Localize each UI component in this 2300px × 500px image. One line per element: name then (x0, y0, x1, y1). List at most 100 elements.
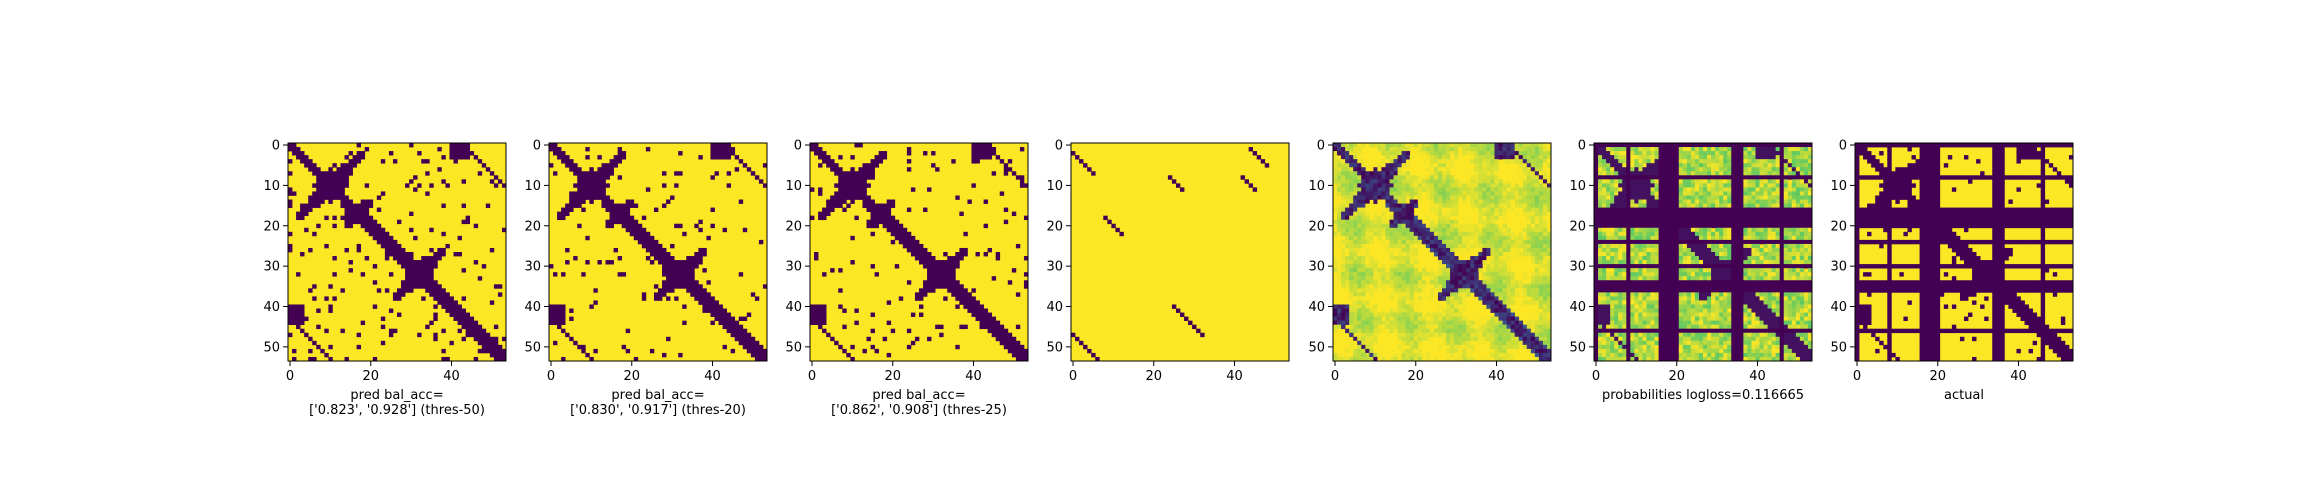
x-axis-label: pred bal_acc= ['0.830', '0.917'] (thres-2… (570, 388, 746, 418)
heatmap-cell (1751, 151, 1756, 156)
heatmap-cell (1731, 195, 1736, 200)
heatmap-cell (1498, 292, 1503, 297)
heatmap-cell (1694, 143, 1700, 148)
heatmap-cell (441, 348, 446, 354)
heatmap-cell (1530, 191, 1536, 196)
heatmap-cell (1494, 175, 1499, 180)
heatmap-cell (465, 155, 471, 160)
heatmap-cell (316, 167, 321, 172)
heatmap-cell (1474, 288, 1479, 293)
heatmap-cell (561, 308, 566, 313)
heatmap-cell (1377, 175, 1382, 180)
heatmap-cell (1670, 159, 1676, 164)
heatmap-cell (312, 195, 317, 200)
heatmap-cell (1486, 276, 1491, 281)
heatmap-cell (1381, 276, 1386, 281)
heatmap-cell (1425, 280, 1431, 285)
heatmap-cell (1502, 256, 1507, 261)
heatmap-cell (1466, 268, 1471, 273)
heatmap-cell (1735, 175, 1740, 180)
heatmap-cell (1413, 348, 1419, 354)
heatmap-cell (850, 191, 855, 196)
heatmap-cell (1433, 316, 1439, 321)
heatmap-cell (1486, 247, 1491, 253)
heatmap-cell (1630, 171, 1635, 176)
heatmap-cell (308, 247, 313, 253)
heatmap-cell (1478, 332, 1483, 338)
heatmap-cell (1650, 155, 1655, 160)
heatmap-cell (1727, 155, 1732, 160)
heatmap-cell (1602, 187, 1607, 192)
heatmap-cell (1337, 320, 1342, 326)
heatmap-cell (742, 163, 748, 168)
heatmap-cell (1385, 247, 1390, 253)
heatmap-cell (1727, 167, 1732, 172)
heatmap-cell (585, 183, 590, 188)
heatmap-cell (1353, 191, 1358, 196)
heatmap-cell (348, 171, 353, 176)
heatmap-cell (1345, 231, 1350, 237)
heatmap-cell (1409, 219, 1415, 225)
heatmap-cell (1470, 199, 1475, 204)
heatmap-cell (999, 336, 1005, 342)
heatmap-cell (1546, 320, 1552, 326)
heatmap-cell (1534, 280, 1540, 285)
heatmap-cell (1450, 211, 1455, 217)
heatmap-cell (1490, 264, 1495, 269)
heatmap-cell (690, 272, 695, 277)
heatmap-cell (1538, 316, 1544, 321)
heatmap-cell (1345, 199, 1350, 204)
heatmap-cell (1598, 143, 1603, 148)
heatmap-cell (1466, 171, 1471, 176)
x-tick-label: 0 (1069, 369, 1077, 384)
heatmap-cell (674, 280, 679, 285)
axes-frame (809, 142, 1029, 362)
heatmap-cell (1450, 179, 1455, 184)
heatmap-cell (714, 312, 719, 317)
heatmap-cell (1385, 280, 1390, 285)
heatmap-cell (1494, 260, 1499, 265)
heatmap-cell (1357, 235, 1362, 241)
heatmap-cell (1397, 155, 1402, 160)
heatmap-cell (1719, 147, 1724, 152)
heatmap-cell (1526, 252, 1532, 257)
heatmap-cell (1538, 203, 1544, 208)
heatmap-cell (1381, 211, 1386, 217)
heatmap-cell (1502, 203, 1507, 208)
heatmap-cell (1429, 328, 1435, 334)
heatmap-cell (1341, 308, 1346, 313)
heatmap-cell (1023, 356, 1029, 362)
heatmap-cell (1642, 171, 1647, 176)
heatmap-cell (1450, 159, 1455, 164)
heatmap-cell (461, 312, 466, 317)
heatmap-cell (1638, 151, 1643, 156)
heatmap-cell (1429, 199, 1435, 204)
heatmap-cell (862, 203, 867, 208)
heatmap-cell (1397, 247, 1402, 253)
heatmap-cell (1642, 151, 1647, 156)
heatmap-cell (1397, 243, 1402, 249)
heatmap-cell (1413, 215, 1419, 221)
heatmap-cell (344, 183, 349, 188)
heatmap-cell (461, 324, 466, 330)
heatmap-cell (1413, 231, 1419, 237)
heatmap-cell (1542, 219, 1548, 225)
heatmap-cell (288, 191, 293, 196)
heatmap-cell (874, 219, 879, 225)
heatmap-cell (1606, 147, 1611, 152)
heatmap-cell (445, 300, 450, 305)
heatmap-cell (674, 268, 679, 273)
heatmap-cell (1727, 175, 1732, 180)
heatmap-cell (1425, 143, 1431, 148)
y-tick-label: 10 (524, 179, 541, 194)
heatmap-cell (955, 264, 960, 269)
heatmap-cell (1490, 171, 1495, 176)
heatmap-cell (1510, 344, 1516, 350)
heatmap-cell (1361, 243, 1366, 249)
heatmap-cell (1502, 195, 1507, 200)
heatmap-cell (388, 239, 394, 245)
heatmap-cell (1678, 191, 1684, 196)
heatmap-cell (1349, 268, 1354, 273)
x-tick-label: 20 (1407, 369, 1424, 384)
